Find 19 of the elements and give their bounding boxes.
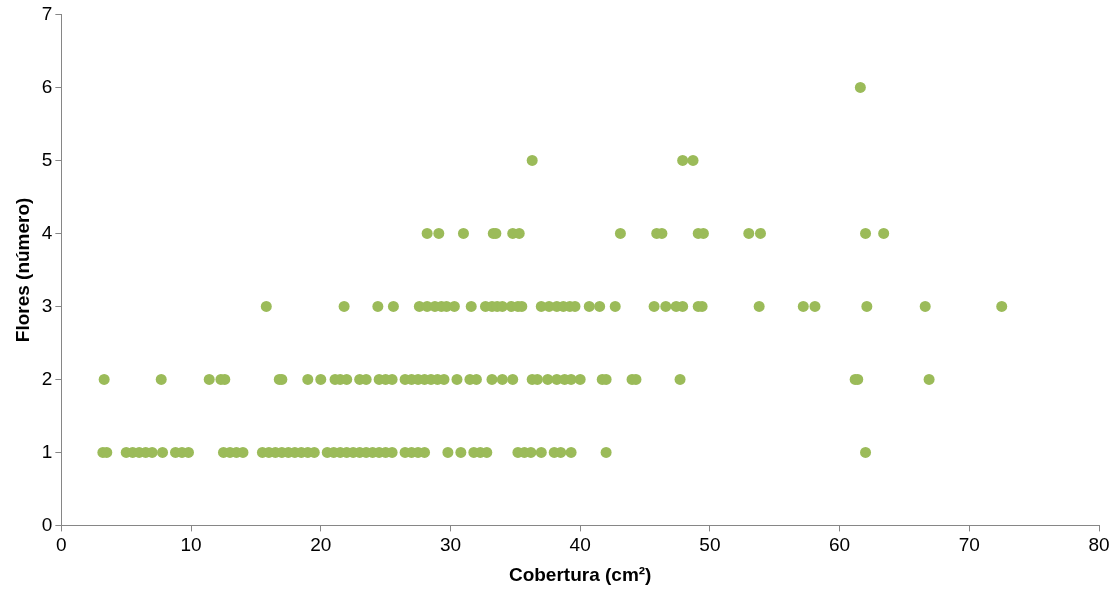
x-tick-label: 10 xyxy=(180,534,202,556)
y-axis-title: Flores (número) xyxy=(11,197,33,343)
y-tick-label: 0 xyxy=(41,513,53,535)
y-tick-label: 4 xyxy=(41,221,53,243)
y-tick-label: 5 xyxy=(41,148,53,170)
x-axis-title: Cobertura (cm²) xyxy=(508,563,652,585)
y-tick-label: 1 xyxy=(41,440,53,462)
x-tick-label: 30 xyxy=(439,534,462,556)
y-tick-label: 7 xyxy=(41,2,53,24)
x-tick-label: 80 xyxy=(1088,534,1110,556)
y-tick-label: 2 xyxy=(41,367,53,389)
x-tick-label: 0 xyxy=(56,534,67,556)
x-tick-label: 60 xyxy=(829,534,851,556)
x-tick-label: 20 xyxy=(310,534,332,556)
y-tick-label: 3 xyxy=(41,294,53,316)
x-tick-label: 50 xyxy=(699,534,721,556)
x-tick-label: 40 xyxy=(569,534,591,556)
y-tick-label: 6 xyxy=(41,75,53,97)
x-tick-label: 70 xyxy=(958,534,980,556)
